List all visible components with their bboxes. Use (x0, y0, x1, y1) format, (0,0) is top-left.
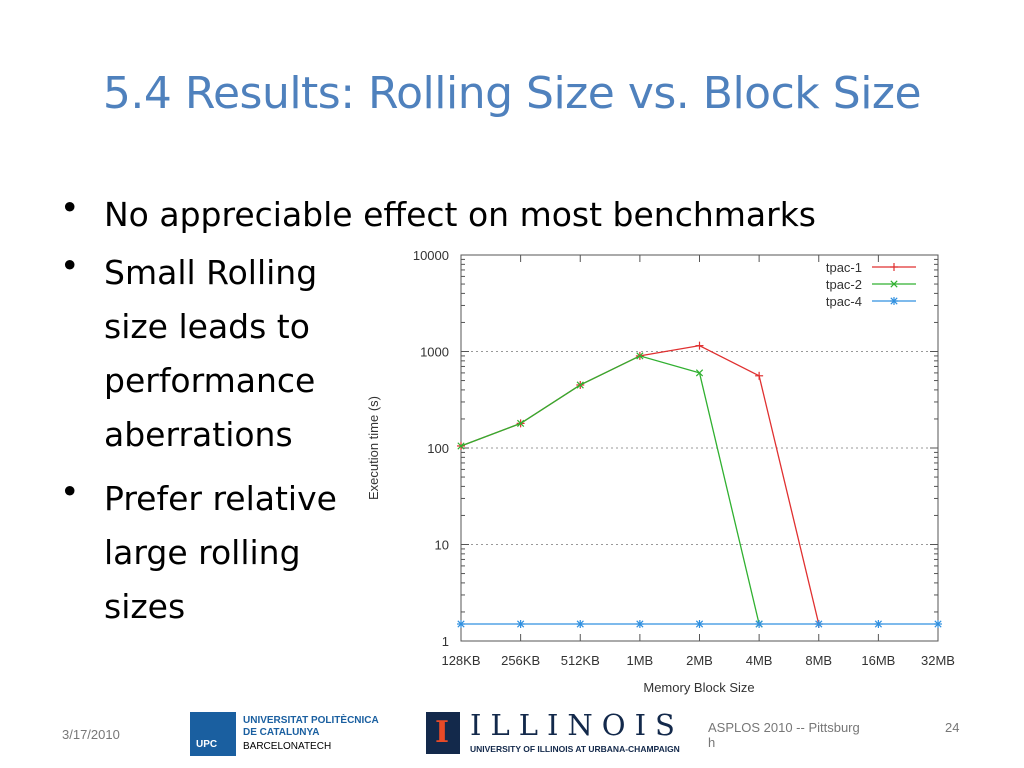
x-tick-label: 128KB (441, 653, 480, 668)
x-tick-label: 256KB (501, 653, 540, 668)
execution-time-chart: 1 10 100 1000 10000 128KB 256KB 512KB 1MB 2MB 4MB… (366, 248, 955, 695)
y-axis-label: Execution time (s) (366, 396, 381, 500)
data-point (636, 620, 644, 628)
x-tick-label: 1MB (627, 653, 654, 668)
x-axis-label: Memory Block Size (643, 680, 754, 695)
y-tick-label: 1000 (420, 345, 449, 360)
upc-mark-icon: UPC (190, 712, 236, 756)
page-number: 24 (945, 720, 960, 735)
chart-series (457, 341, 942, 629)
data-point (874, 620, 882, 628)
chart-legend: tpac-1 tpac-2 tpac-4 (826, 260, 916, 309)
upc-name: UNIVERSITAT POLITÈCNICA DE CATALUNYA (243, 715, 379, 739)
upc-name-line: UNIVERSITAT POLITÈCNICA (243, 715, 379, 726)
upc-logo: UPC UNIVERSITAT POLITÈCNICA DE CATALUNYA… (190, 712, 410, 756)
y-tick-label: 10000 (413, 248, 449, 263)
illinois-wordmark: ILLINOIS (470, 708, 684, 742)
series-tpac-4 (457, 620, 942, 629)
y-tick-label: 10 (435, 538, 449, 553)
bullet-dot-icon: • (60, 246, 80, 285)
data-point (695, 620, 704, 628)
data-point (934, 620, 942, 628)
series-tpac-2 (457, 352, 763, 628)
data-point (890, 280, 898, 288)
upc-mark-text: UPC (196, 739, 218, 750)
data-point (457, 442, 465, 450)
chart-grid (461, 351, 938, 545)
data-point (695, 369, 704, 377)
data-point (636, 352, 644, 360)
series-line (460, 355, 760, 625)
data-point (815, 620, 823, 628)
x-tick-label: 16MB (861, 653, 895, 668)
series-line (460, 344, 820, 625)
illinois-mark-text: I (435, 715, 450, 750)
x-tick-label: 32MB (921, 653, 955, 668)
data-point (457, 620, 465, 628)
series-tpac-1 (457, 341, 823, 629)
x-tick-label: 4MB (746, 653, 773, 668)
footer-event: ASPLOS 2010 -- Pittsburg h (708, 720, 860, 750)
bullet-dot-icon: • (60, 188, 80, 227)
bullet-text: Small Rolling size leads to performance … (104, 253, 318, 454)
bullet-text: Prefer relative large rolling sizes (104, 479, 337, 626)
bullet-dot-icon: • (60, 472, 80, 511)
y-tick-label: 1 (442, 634, 449, 649)
bullet-text: No appreciable effect on most benchmarks (104, 195, 816, 234)
illinois-subtitle: UNIVERSITY OF ILLINOIS AT URBANA-CHAMPAI… (470, 744, 680, 754)
footer-date: 3/17/2010 (62, 727, 120, 742)
y-axis-ticks: 1 10 100 1000 10000 (413, 248, 938, 649)
data-point (517, 419, 525, 427)
x-tick-label: 8MB (805, 653, 832, 668)
y-tick-label: 100 (427, 441, 449, 456)
illinois-block-i-icon: I (426, 712, 460, 754)
x-axis-ticks: 128KB 256KB 512KB 1MB 2MB 4MB 8MB 16MB 32MB (441, 255, 955, 668)
legend-label: tpac-1 (826, 260, 862, 275)
x-tick-label: 512KB (561, 653, 600, 668)
data-point (576, 381, 584, 389)
data-point (517, 620, 525, 628)
data-point (890, 297, 898, 305)
legend-label: tpac-2 (826, 277, 862, 292)
illinois-logo: I ILLINOIS UNIVERSITY OF ILLINOIS AT URB… (426, 708, 686, 756)
upc-subtitle: BARCELONATECH (243, 741, 332, 752)
upc-name-line: DE CATALUNYA (243, 727, 320, 738)
legend-label: tpac-4 (826, 294, 862, 309)
data-point (576, 620, 584, 628)
slide-title: 5.4 Results: Rolling Size vs. Block Size (102, 68, 922, 119)
data-point (755, 620, 763, 628)
x-tick-label: 2MB (686, 653, 713, 668)
